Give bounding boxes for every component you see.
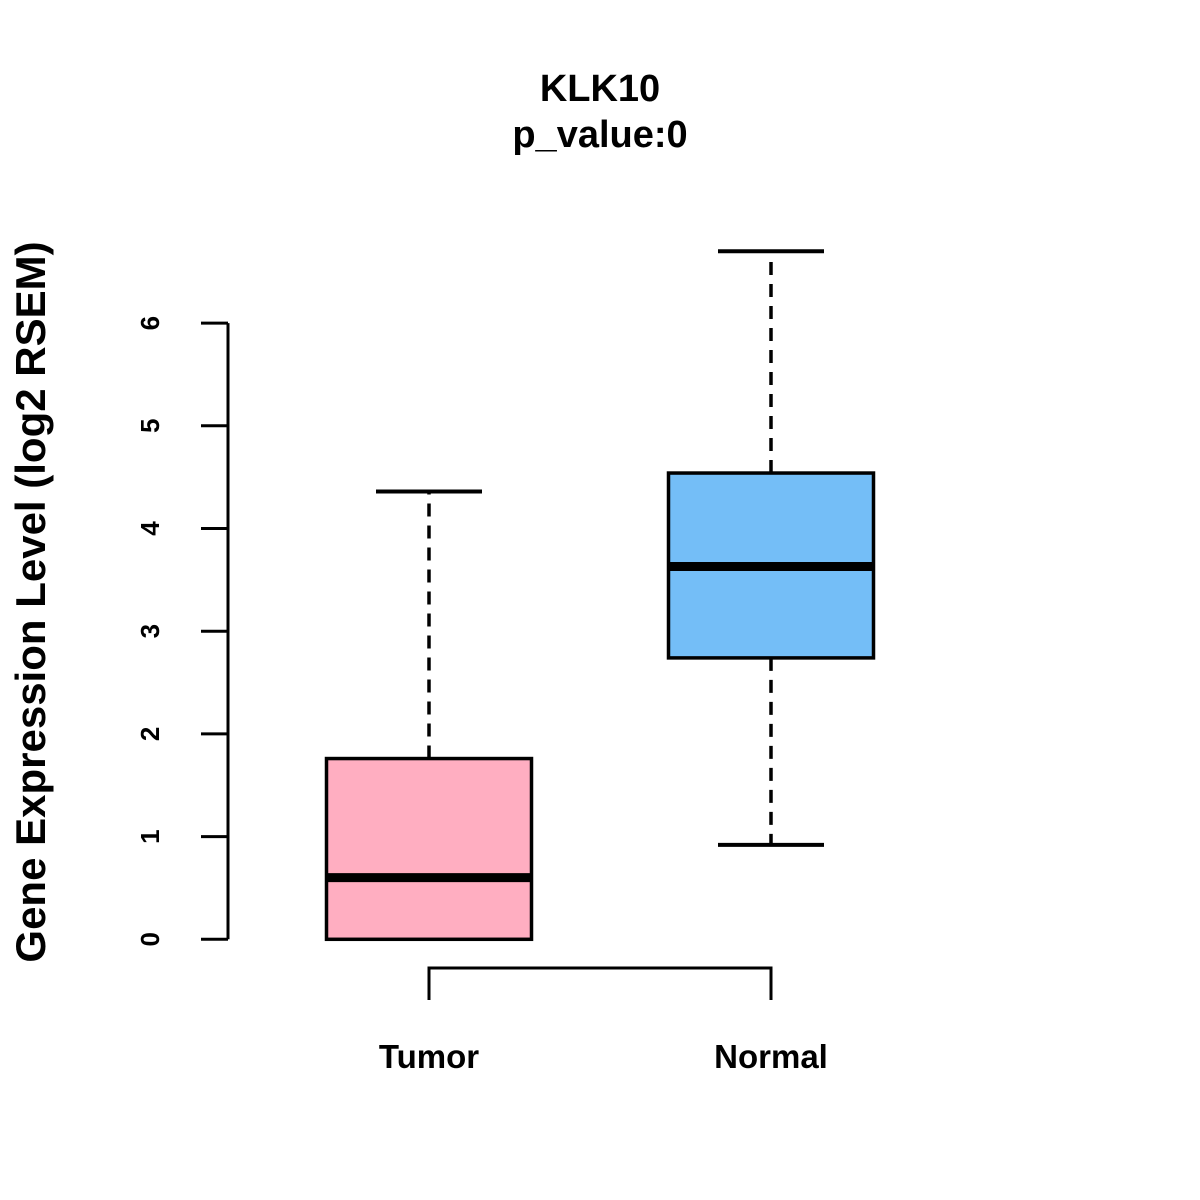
x-axis-bracket [427, 966, 773, 1000]
x-category-label-normal: Normal [714, 1038, 828, 1075]
y-tick-label: 0 [135, 932, 165, 946]
chart-subtitle: p_value:0 [512, 114, 688, 156]
box-tumor [324, 756, 534, 942]
chart-title: KLK10 [539, 68, 661, 110]
y-tick-label: 5 [135, 419, 165, 433]
y-tick-label: 6 [135, 316, 165, 330]
x-category-label-tumor: Tumor [379, 1038, 479, 1075]
y-tick-label: 2 [135, 727, 165, 741]
y-tick-label: 3 [135, 624, 165, 638]
y-tick-label: 1 [135, 829, 165, 843]
y-tick-label: 4 [135, 521, 165, 536]
